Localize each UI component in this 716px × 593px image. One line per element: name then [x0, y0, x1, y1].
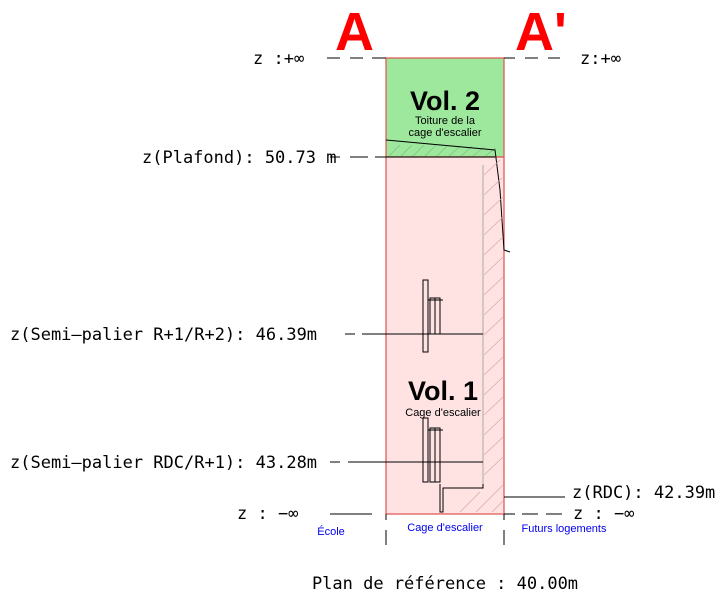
volume-2-line2: cage d'escalier: [408, 127, 481, 139]
level-bottom-right: z : −∞: [573, 504, 634, 524]
section-marker-left: A: [335, 2, 374, 62]
level-plafond: z(Plafond): 50.73 m: [142, 148, 336, 168]
volume-1-title: Vol. 1: [408, 376, 478, 406]
wall-hatch: [459, 159, 504, 513]
section-marker-right: A': [515, 2, 567, 62]
zone-center: Cage d'escalier: [407, 522, 483, 534]
volume-2-line1: Toiture de la: [415, 115, 476, 127]
stair-detail-upper: [422, 279, 443, 353]
stair-detail-lower: [422, 417, 484, 513]
zone-left: École: [317, 525, 345, 538]
reference-plane: Plan de référence : 40.00m: [312, 574, 578, 593]
level-rdc: z(RDC): 42.39m: [572, 483, 715, 503]
volume-2-title: Vol. 2: [410, 86, 480, 116]
volume-1-line1: Cage d'escalier: [405, 407, 481, 419]
zone-right: Futurs logements: [522, 523, 607, 535]
volume-2-block: [385, 57, 505, 158]
roof-profile: [385, 139, 511, 253]
level-semi-r1-r2: z(Semi–palier R+1/R+2): 46.39m: [10, 325, 317, 345]
volume-1-block: [385, 156, 505, 515]
level-top-left: z :+∞: [253, 49, 304, 69]
level-bottom-left: z : −∞: [237, 504, 298, 524]
level-lines: [327, 57, 565, 515]
level-top-right: z:+∞: [580, 49, 621, 69]
zone-separators: [385, 514, 505, 545]
level-semi-rdc-r1: z(Semi–palier RDC/R+1): 43.28m: [10, 453, 317, 473]
